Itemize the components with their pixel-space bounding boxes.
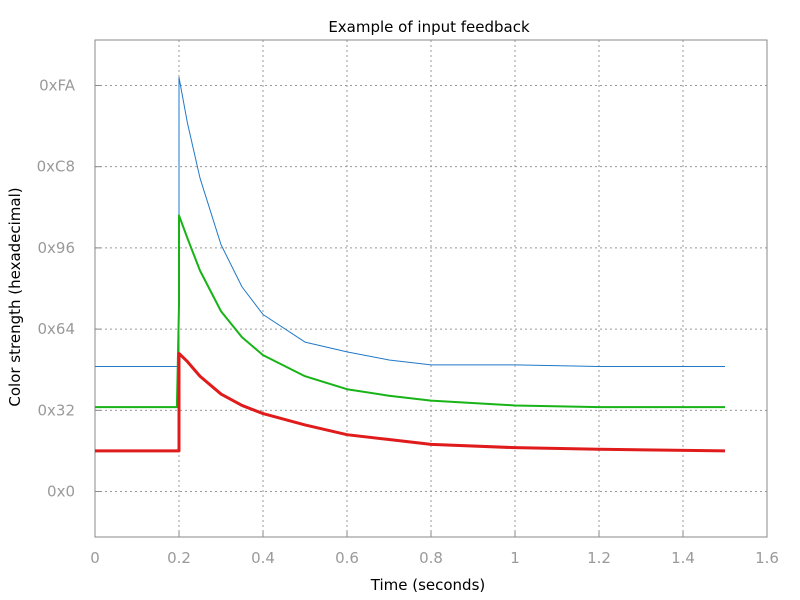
x-axis-label: Time (seconds) — [370, 576, 486, 594]
series-line-1 — [95, 76, 725, 367]
series-line-3 — [95, 351, 726, 453]
plot-border — [94, 39, 768, 538]
y-tick-label: 0xC8 — [37, 158, 75, 176]
x-tick-label: 1.6 — [755, 549, 779, 567]
y-tick-label: 0x0 — [47, 483, 75, 501]
series-group — [95, 76, 726, 453]
grid — [94, 40, 768, 537]
y-tick-label: 0x96 — [37, 239, 75, 257]
x-tick-label: 0.4 — [251, 549, 275, 567]
x-tick-label: 0 — [90, 549, 100, 567]
y-tick-label: 0x32 — [37, 401, 75, 419]
y-tick-label: 0x64 — [37, 320, 75, 338]
x-tick-label: 0.6 — [335, 549, 359, 567]
x-tick-label: 1.2 — [587, 549, 611, 567]
series-line-2 — [95, 214, 725, 409]
x-axis: 0 0.2 0.4 0.6 0.8 1 1.2 1.4 1.6 — [90, 531, 779, 567]
y-axis: 0x0 0x32 0x64 0x96 0xC8 0xFA — [37, 76, 101, 501]
y-axis-label: Color strength (hexadecimal) — [6, 187, 24, 406]
chart-title: Example of input feedback — [328, 18, 530, 36]
x-tick-label: 0.2 — [167, 549, 191, 567]
x-tick-label: 1.4 — [671, 549, 695, 567]
y-tick-label: 0xFA — [39, 76, 76, 94]
x-tick-label: 0.8 — [419, 549, 443, 567]
x-tick-label: 1 — [510, 549, 520, 567]
